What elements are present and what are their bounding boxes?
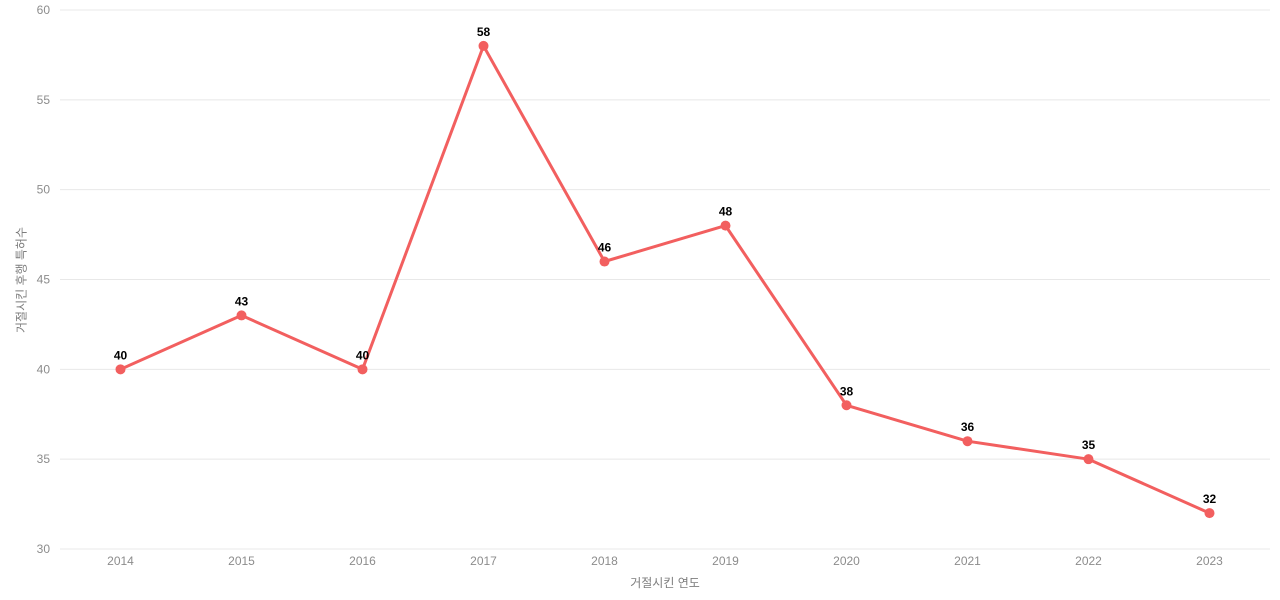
data-point[interactable] [236, 310, 247, 321]
data-label: 58 [477, 25, 491, 39]
x-tick-label: 2017 [470, 554, 497, 568]
data-point[interactable] [962, 436, 973, 447]
y-tick-label: 35 [37, 452, 51, 466]
data-point[interactable] [357, 364, 368, 375]
data-label: 43 [235, 294, 249, 308]
x-tick-label: 2018 [591, 554, 618, 568]
data-point[interactable] [720, 220, 731, 231]
x-tick-label: 2019 [712, 554, 739, 568]
data-point[interactable] [1083, 454, 1094, 465]
y-tick-label: 30 [37, 542, 51, 556]
data-label: 48 [719, 205, 733, 219]
x-tick-label: 2020 [833, 554, 860, 568]
data-label: 36 [961, 420, 975, 434]
x-tick-label: 2023 [1196, 554, 1223, 568]
y-tick-label: 55 [37, 93, 51, 107]
data-label: 35 [1082, 438, 1096, 452]
data-point[interactable] [115, 364, 126, 375]
data-point[interactable] [599, 256, 610, 267]
x-tick-label: 2016 [349, 554, 376, 568]
data-label: 40 [114, 348, 128, 362]
data-point[interactable] [478, 40, 489, 51]
data-label: 46 [598, 241, 612, 255]
x-tick-label: 2015 [228, 554, 255, 568]
x-tick-label: 2022 [1075, 554, 1102, 568]
y-tick-label: 50 [37, 183, 51, 197]
y-tick-label: 45 [37, 273, 51, 287]
y-tick-label: 40 [37, 362, 51, 376]
data-label: 40 [356, 348, 370, 362]
y-tick-label: 60 [37, 3, 51, 17]
data-label: 38 [840, 384, 854, 398]
x-tick-label: 2021 [954, 554, 981, 568]
data-point[interactable] [841, 400, 852, 411]
x-tick-label: 2014 [107, 554, 134, 568]
series-line [119, 44, 1211, 515]
data-point[interactable] [1204, 508, 1215, 519]
data-label: 32 [1203, 492, 1217, 506]
